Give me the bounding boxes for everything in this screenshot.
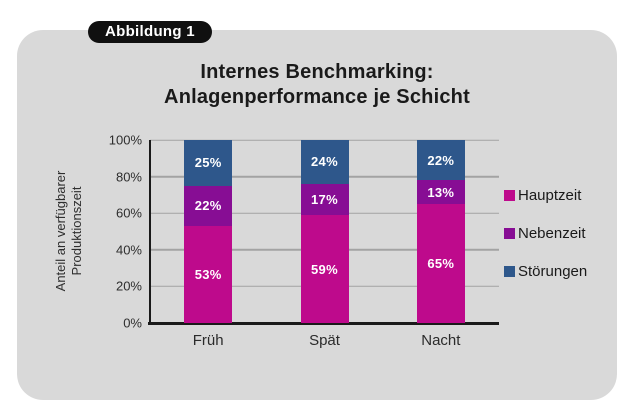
- segment-störungen: 22%: [416, 140, 465, 181]
- x-tick-label: Nacht: [421, 332, 461, 349]
- y-axis-line: [149, 140, 151, 323]
- y-tick-label: 40%: [115, 242, 142, 258]
- segment-hauptzeit: 65%: [416, 204, 465, 323]
- y-axis-title-line1: Anteil an verfügbarer: [53, 170, 68, 292]
- chart-title-line1: Internes Benchmarking:: [200, 61, 434, 83]
- segment-value-label: 17%: [311, 191, 338, 207]
- y-tick-label: 20%: [115, 278, 142, 294]
- segment-value-label: 13%: [427, 184, 455, 200]
- x-tick-label: Spät: [309, 332, 340, 349]
- segment-nebenzeit: 17%: [300, 183, 349, 216]
- segment-value-label: 53%: [194, 266, 222, 282]
- legend-entry-hauptzeit: Hauptzeit: [504, 186, 587, 204]
- y-tick-label: 0%: [123, 315, 142, 331]
- chart-title-line2: Anlagenperformance je Schicht: [164, 86, 470, 108]
- y-axis-title: Anteil an verfügbarer Produktionszeit: [53, 171, 85, 292]
- legend-entry-nebenzeit: Nebenzeit: [504, 224, 587, 242]
- legend: Hauptzeit Nebenzeit Störungen: [504, 186, 587, 300]
- plot-area: 0% 20% 40% 60% 80% 100% 25% 22% 53% Früh 24% 17% 59%…: [109, 133, 499, 349]
- segment-hauptzeit: 59%: [300, 215, 349, 323]
- legend-label: Störungen: [518, 262, 588, 280]
- segment-value-label: 65%: [427, 256, 455, 271]
- segment-value-label: 22%: [194, 198, 222, 214]
- legend-swatch-icon: [504, 265, 515, 277]
- legend-label: Hauptzeit: [518, 186, 582, 204]
- segment-value-label: 24%: [311, 154, 338, 170]
- segment-value-label: 25%: [194, 155, 222, 171]
- bar-nacht: 22% 13% 65%: [416, 140, 465, 323]
- bar-spät: 24% 17% 59%: [300, 140, 349, 323]
- segment-value-label: 22%: [427, 152, 455, 168]
- legend-swatch-icon: [504, 189, 515, 201]
- chart-title: Internes Benchmarking: Anlagenperformanc…: [17, 60, 617, 110]
- y-tick-label: 100%: [108, 132, 142, 148]
- segment-nebenzeit: 13%: [416, 180, 465, 205]
- segment-nebenzeit: 22%: [184, 185, 233, 226]
- segment-hauptzeit: 53%: [184, 226, 233, 323]
- figure-badge: Abbildung 1: [88, 21, 212, 43]
- legend-label: Nebenzeit: [518, 224, 586, 242]
- legend-swatch-icon: [504, 227, 515, 239]
- y-axis-title-line2: Produktionszeit: [69, 186, 84, 276]
- legend-entry-störungen: Störungen: [504, 262, 587, 280]
- x-tick-label: Früh: [192, 332, 224, 349]
- y-tick-label: 80%: [115, 169, 142, 185]
- segment-störungen: 24%: [300, 140, 349, 184]
- y-tick-label: 60%: [115, 205, 142, 221]
- segment-störungen: 25%: [184, 140, 233, 186]
- bar-früh: 25% 22% 53%: [184, 140, 233, 323]
- x-axis-line: [148, 321, 499, 325]
- segment-value-label: 59%: [311, 261, 338, 277]
